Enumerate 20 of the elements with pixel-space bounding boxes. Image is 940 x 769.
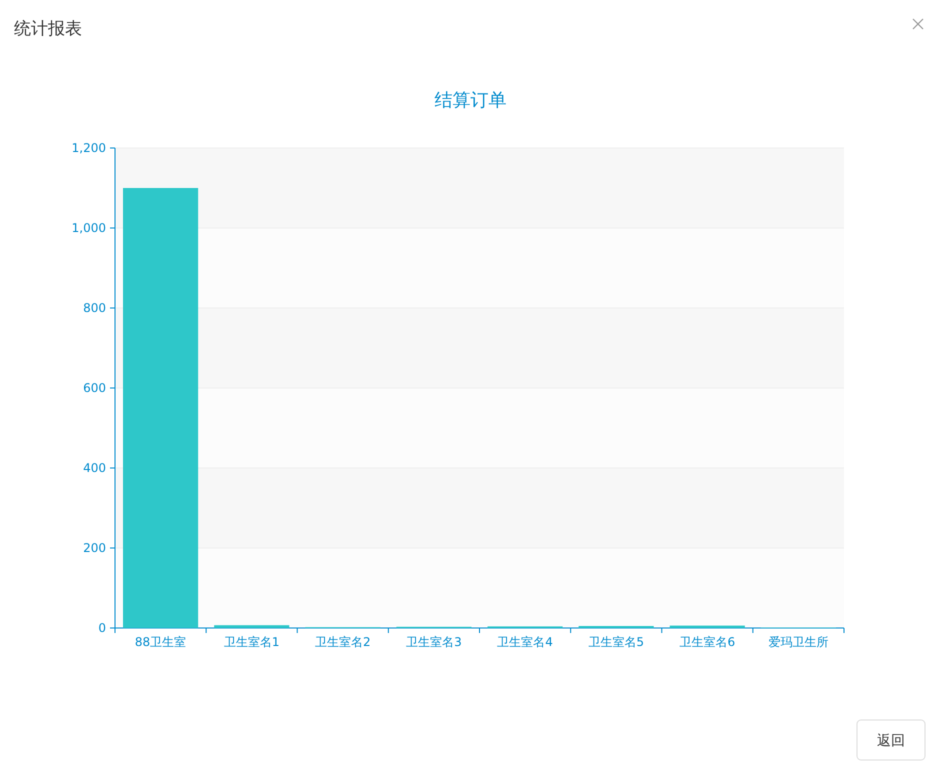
x-tick-label: 卫生室名3 [406,635,462,649]
x-tick-label: 卫生室名2 [314,635,371,649]
y-tick-label: 800 [83,301,106,316]
bar [214,625,290,628]
y-tick-label: 0 [98,621,106,636]
y-tick-label: 400 [83,461,106,476]
x-tick-label: 卫生室名5 [588,635,644,649]
x-tick-label: 卫生室名4 [497,635,553,649]
chart-title: 结算订单 [434,90,506,111]
y-tick-label: 600 [83,381,106,396]
text: 统计报表 [14,19,82,39]
x-tick-label: 卫生室名1 [224,635,280,649]
x-tick-label: 卫生室名6 [679,635,736,649]
bar [123,188,198,628]
y-tick-label: 1,200 [72,141,106,156]
y-tick-label: 1,000 [72,221,106,236]
return-button: 返回 [856,720,926,760]
x-tick-label: 88卫生室 [134,635,186,649]
x-tick-label: 爱玛卫生所 [768,635,828,649]
y-tick-label: 200 [83,541,106,556]
